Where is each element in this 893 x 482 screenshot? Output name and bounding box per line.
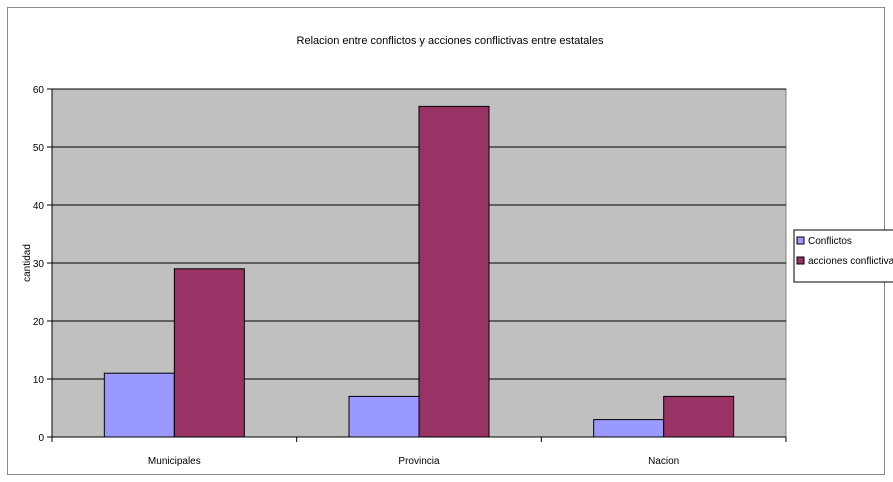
axes: [47, 88, 787, 442]
legend: Conflictos acciones conflictivas: [793, 229, 893, 283]
legend-label: acciones conflictivas: [808, 256, 893, 267]
legend-swatch: [796, 236, 805, 245]
y-tick-label: 50: [33, 143, 45, 154]
y-tick-label: 60: [33, 85, 45, 96]
x-tick-label: Provincia: [398, 456, 440, 467]
y-axis-label: cantidad: [22, 244, 33, 282]
bar-acciones-conflictivas-provincia: [418, 105, 490, 438]
bars: [103, 105, 735, 438]
y-tick-labels: 0 10 20 30 40 50 60: [33, 85, 45, 444]
x-tick-labels: Municipales Provincia Nacion: [148, 456, 679, 467]
y-tick-label: 10: [33, 375, 45, 386]
y-tick-label: 20: [33, 317, 45, 328]
y-tick-label: 30: [33, 259, 45, 270]
legend-box: [793, 229, 893, 283]
x-tick-label: Municipales: [148, 456, 201, 467]
bar-conflictos-municipales: [103, 372, 175, 438]
y-tick-label: 40: [33, 201, 45, 212]
legend-label: Conflictos: [808, 236, 852, 247]
bar-conflictos-provincia: [348, 395, 420, 438]
chart-title: Relacion entre conflictos y acciones con…: [297, 35, 604, 47]
bar-acciones-conflictivas-municipales: [173, 268, 245, 438]
bar-acciones-conflictivas-nacion: [663, 395, 735, 438]
y-tick-label: 0: [38, 433, 44, 444]
bar-conflictos-nacion: [593, 419, 665, 438]
x-tick-label: Nacion: [648, 456, 679, 467]
legend-swatch: [796, 256, 805, 265]
